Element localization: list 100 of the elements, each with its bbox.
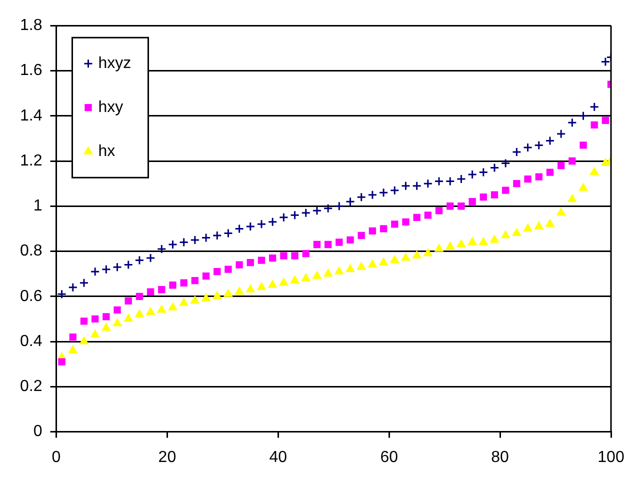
point [457, 240, 466, 248]
point [524, 224, 532, 232]
y-tick-label: 1.6 [20, 62, 42, 80]
point [179, 237, 189, 247]
point [136, 292, 144, 300]
point [490, 163, 500, 173]
point [278, 212, 288, 222]
point [279, 278, 288, 286]
point [578, 111, 588, 121]
point [290, 276, 299, 284]
point [434, 244, 444, 252]
point [567, 118, 577, 128]
x-tick-label: 40 [269, 448, 288, 466]
point [423, 178, 433, 188]
point [124, 260, 134, 270]
point [269, 254, 276, 262]
point [202, 272, 210, 280]
x-tick-label: 60 [380, 448, 398, 466]
y-tick-label: 1.8 [20, 17, 42, 34]
point [413, 214, 420, 221]
point [134, 256, 144, 266]
point [500, 158, 510, 168]
point [324, 240, 332, 248]
point [402, 253, 410, 261]
point [412, 181, 422, 191]
point [501, 230, 510, 238]
point [380, 225, 388, 232]
point [602, 116, 610, 124]
point [357, 262, 366, 270]
point [69, 333, 76, 341]
point [234, 224, 244, 234]
point [79, 278, 89, 288]
point [356, 192, 366, 202]
point [601, 158, 610, 166]
point [346, 196, 356, 206]
point [568, 194, 576, 202]
point [391, 220, 398, 228]
point [268, 217, 278, 227]
point [368, 260, 377, 268]
point [336, 238, 343, 246]
point [390, 186, 400, 196]
point [57, 289, 67, 299]
point [313, 240, 321, 248]
point [368, 227, 376, 235]
point [68, 282, 78, 292]
point [545, 136, 555, 146]
point [478, 168, 488, 178]
point [291, 252, 298, 260]
point [534, 222, 544, 230]
point [112, 262, 122, 272]
point [280, 252, 288, 260]
point [524, 175, 532, 183]
y-tick-label: 1 [33, 198, 42, 215]
point [468, 170, 478, 180]
point [102, 313, 110, 320]
point [468, 198, 476, 206]
point [124, 297, 132, 304]
point [502, 186, 510, 194]
point [212, 292, 222, 300]
point [202, 294, 210, 302]
point [600, 56, 610, 66]
point [214, 268, 221, 276]
point [468, 237, 477, 245]
point [190, 296, 200, 304]
point [556, 208, 566, 216]
point [135, 310, 144, 318]
point [223, 228, 233, 238]
point [302, 274, 310, 282]
point [590, 121, 598, 128]
y-tick-label: 0.4 [20, 332, 42, 350]
point [91, 315, 99, 323]
point [324, 269, 332, 277]
point [557, 162, 565, 170]
point [445, 176, 455, 186]
point [301, 208, 311, 218]
legend-label: hx [98, 143, 116, 160]
point [334, 266, 344, 274]
point [424, 212, 432, 219]
point [90, 330, 100, 338]
point [146, 307, 155, 315]
point [590, 102, 600, 112]
point [201, 232, 211, 242]
point [180, 279, 188, 286]
point [556, 129, 566, 139]
point [156, 244, 166, 254]
point [224, 266, 232, 273]
point [378, 188, 388, 198]
point [458, 202, 465, 210]
point [456, 174, 466, 184]
point [290, 210, 300, 220]
point [479, 237, 488, 245]
point [435, 207, 443, 214]
point [323, 204, 333, 214]
point [236, 261, 243, 268]
point [268, 280, 277, 288]
point [168, 302, 177, 310]
legend-label: hxyz [98, 55, 132, 72]
y-tick-label: 0.6 [20, 288, 42, 305]
point [146, 253, 156, 263]
point [412, 251, 422, 259]
